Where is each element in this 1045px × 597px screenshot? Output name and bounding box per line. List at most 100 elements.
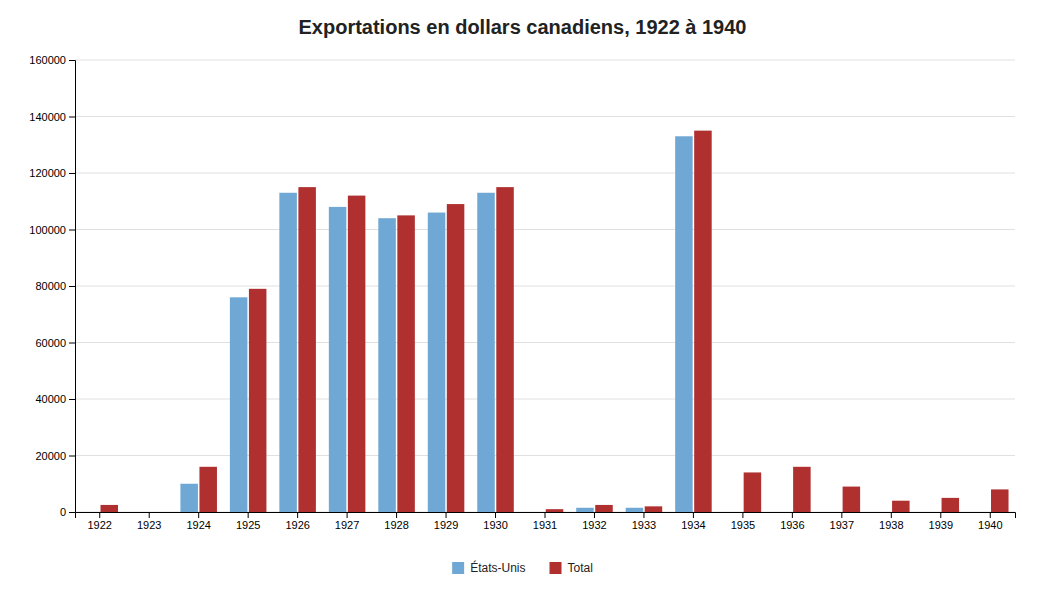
x-axis: 1922192319241925192619271928192919301931… <box>76 512 1016 531</box>
tick-mark <box>940 512 941 518</box>
y-tick-label: 60000 <box>35 337 66 349</box>
tick-mark <box>693 512 694 518</box>
x-tick: 1936 <box>780 512 804 531</box>
bar <box>626 508 644 512</box>
bar <box>150 512 168 513</box>
bar <box>397 215 415 512</box>
y-tick-label: 0 <box>60 506 66 518</box>
x-tick: 1923 <box>137 512 161 531</box>
x-tick-label: 1935 <box>731 519 755 531</box>
tick-mark <box>643 512 644 518</box>
y-tick-label: 140000 <box>29 111 66 123</box>
tick-mark <box>742 512 743 518</box>
x-tick-label: 1938 <box>879 519 903 531</box>
bar <box>595 505 613 512</box>
grid-line <box>75 116 1015 117</box>
bar <box>694 131 712 512</box>
bar <box>477 193 495 512</box>
legend-item: États-Unis <box>452 560 525 575</box>
x-tick: 1930 <box>483 512 507 531</box>
bar <box>348 196 366 512</box>
x-tick: 1928 <box>384 512 408 531</box>
tick-mark <box>297 512 298 518</box>
bar <box>892 501 910 512</box>
x-tick: 1935 <box>731 512 755 531</box>
tick-mark <box>69 456 75 457</box>
grid-line <box>75 229 1015 230</box>
legend-swatch <box>550 562 562 574</box>
grid-line <box>75 286 1015 287</box>
bar <box>873 512 891 513</box>
bar <box>972 512 990 513</box>
tick-mark <box>69 512 75 513</box>
bar-series <box>180 136 692 512</box>
bar-series <box>100 131 1008 512</box>
bar <box>199 467 217 512</box>
bar <box>131 512 149 513</box>
tick-mark <box>990 512 991 518</box>
grid-line <box>75 173 1015 174</box>
y-tick: 100000 <box>29 224 75 236</box>
bar <box>942 498 960 512</box>
bar <box>675 136 693 512</box>
bar <box>793 467 811 512</box>
tick-mark <box>198 512 199 518</box>
x-tick-label: 1929 <box>434 519 458 531</box>
legend: États-Unis Total <box>452 560 593 575</box>
tick-mark <box>69 117 75 118</box>
y-tick: 40000 <box>35 393 75 405</box>
bar <box>496 187 514 512</box>
y-tick: 60000 <box>35 337 75 349</box>
bar <box>378 218 396 512</box>
bar <box>100 505 118 512</box>
bar <box>546 509 564 512</box>
bar <box>447 204 465 512</box>
tick-mark <box>69 399 75 400</box>
tick-mark <box>495 512 496 518</box>
chart: 1922192319241925192619271928192919301931… <box>0 0 1045 597</box>
bar <box>249 289 267 512</box>
x-tick-label: 1924 <box>186 519 210 531</box>
x-tick: 1922 <box>87 512 111 531</box>
x-tick-label: 1937 <box>830 519 854 531</box>
x-tick: 1932 <box>582 512 606 531</box>
bar <box>824 512 842 513</box>
tick-mark <box>396 512 397 518</box>
bars <box>100 131 1008 512</box>
y-tick: 20000 <box>35 450 75 462</box>
x-tick-label: 1928 <box>384 519 408 531</box>
bar <box>81 512 99 513</box>
y-tick: 120000 <box>29 167 75 179</box>
tick-mark <box>891 512 892 518</box>
tick-mark <box>841 512 842 518</box>
bar <box>230 297 248 512</box>
x-tick-label: 1933 <box>632 519 656 531</box>
x-tick: 1929 <box>434 512 458 531</box>
x-tick-label: 1939 <box>929 519 953 531</box>
bar <box>180 484 198 512</box>
x-tick-label: 1926 <box>285 519 309 531</box>
legend-item: Total <box>550 561 593 575</box>
axis-domain <box>69 61 76 513</box>
tick-mark <box>69 230 75 231</box>
y-tick: 80000 <box>35 280 75 292</box>
x-tick-label: 1931 <box>533 519 557 531</box>
y-tick: 0 <box>60 506 75 518</box>
tick-mark <box>69 286 75 287</box>
bar <box>527 512 545 513</box>
x-tick: 1924 <box>186 512 210 531</box>
y-tick-label: 160000 <box>29 54 66 66</box>
grid-line <box>75 60 1015 61</box>
tick-mark <box>446 512 447 518</box>
y-tick-label: 100000 <box>29 224 66 236</box>
tick-mark <box>248 512 249 518</box>
x-tick: 1931 <box>533 512 557 531</box>
tick-mark <box>347 512 348 518</box>
x-tick-label: 1923 <box>137 519 161 531</box>
tick-mark <box>69 343 75 344</box>
bar <box>428 213 446 512</box>
tick-mark <box>594 512 595 518</box>
bar <box>298 187 316 512</box>
bar <box>991 489 1009 512</box>
tick-mark <box>545 512 546 518</box>
